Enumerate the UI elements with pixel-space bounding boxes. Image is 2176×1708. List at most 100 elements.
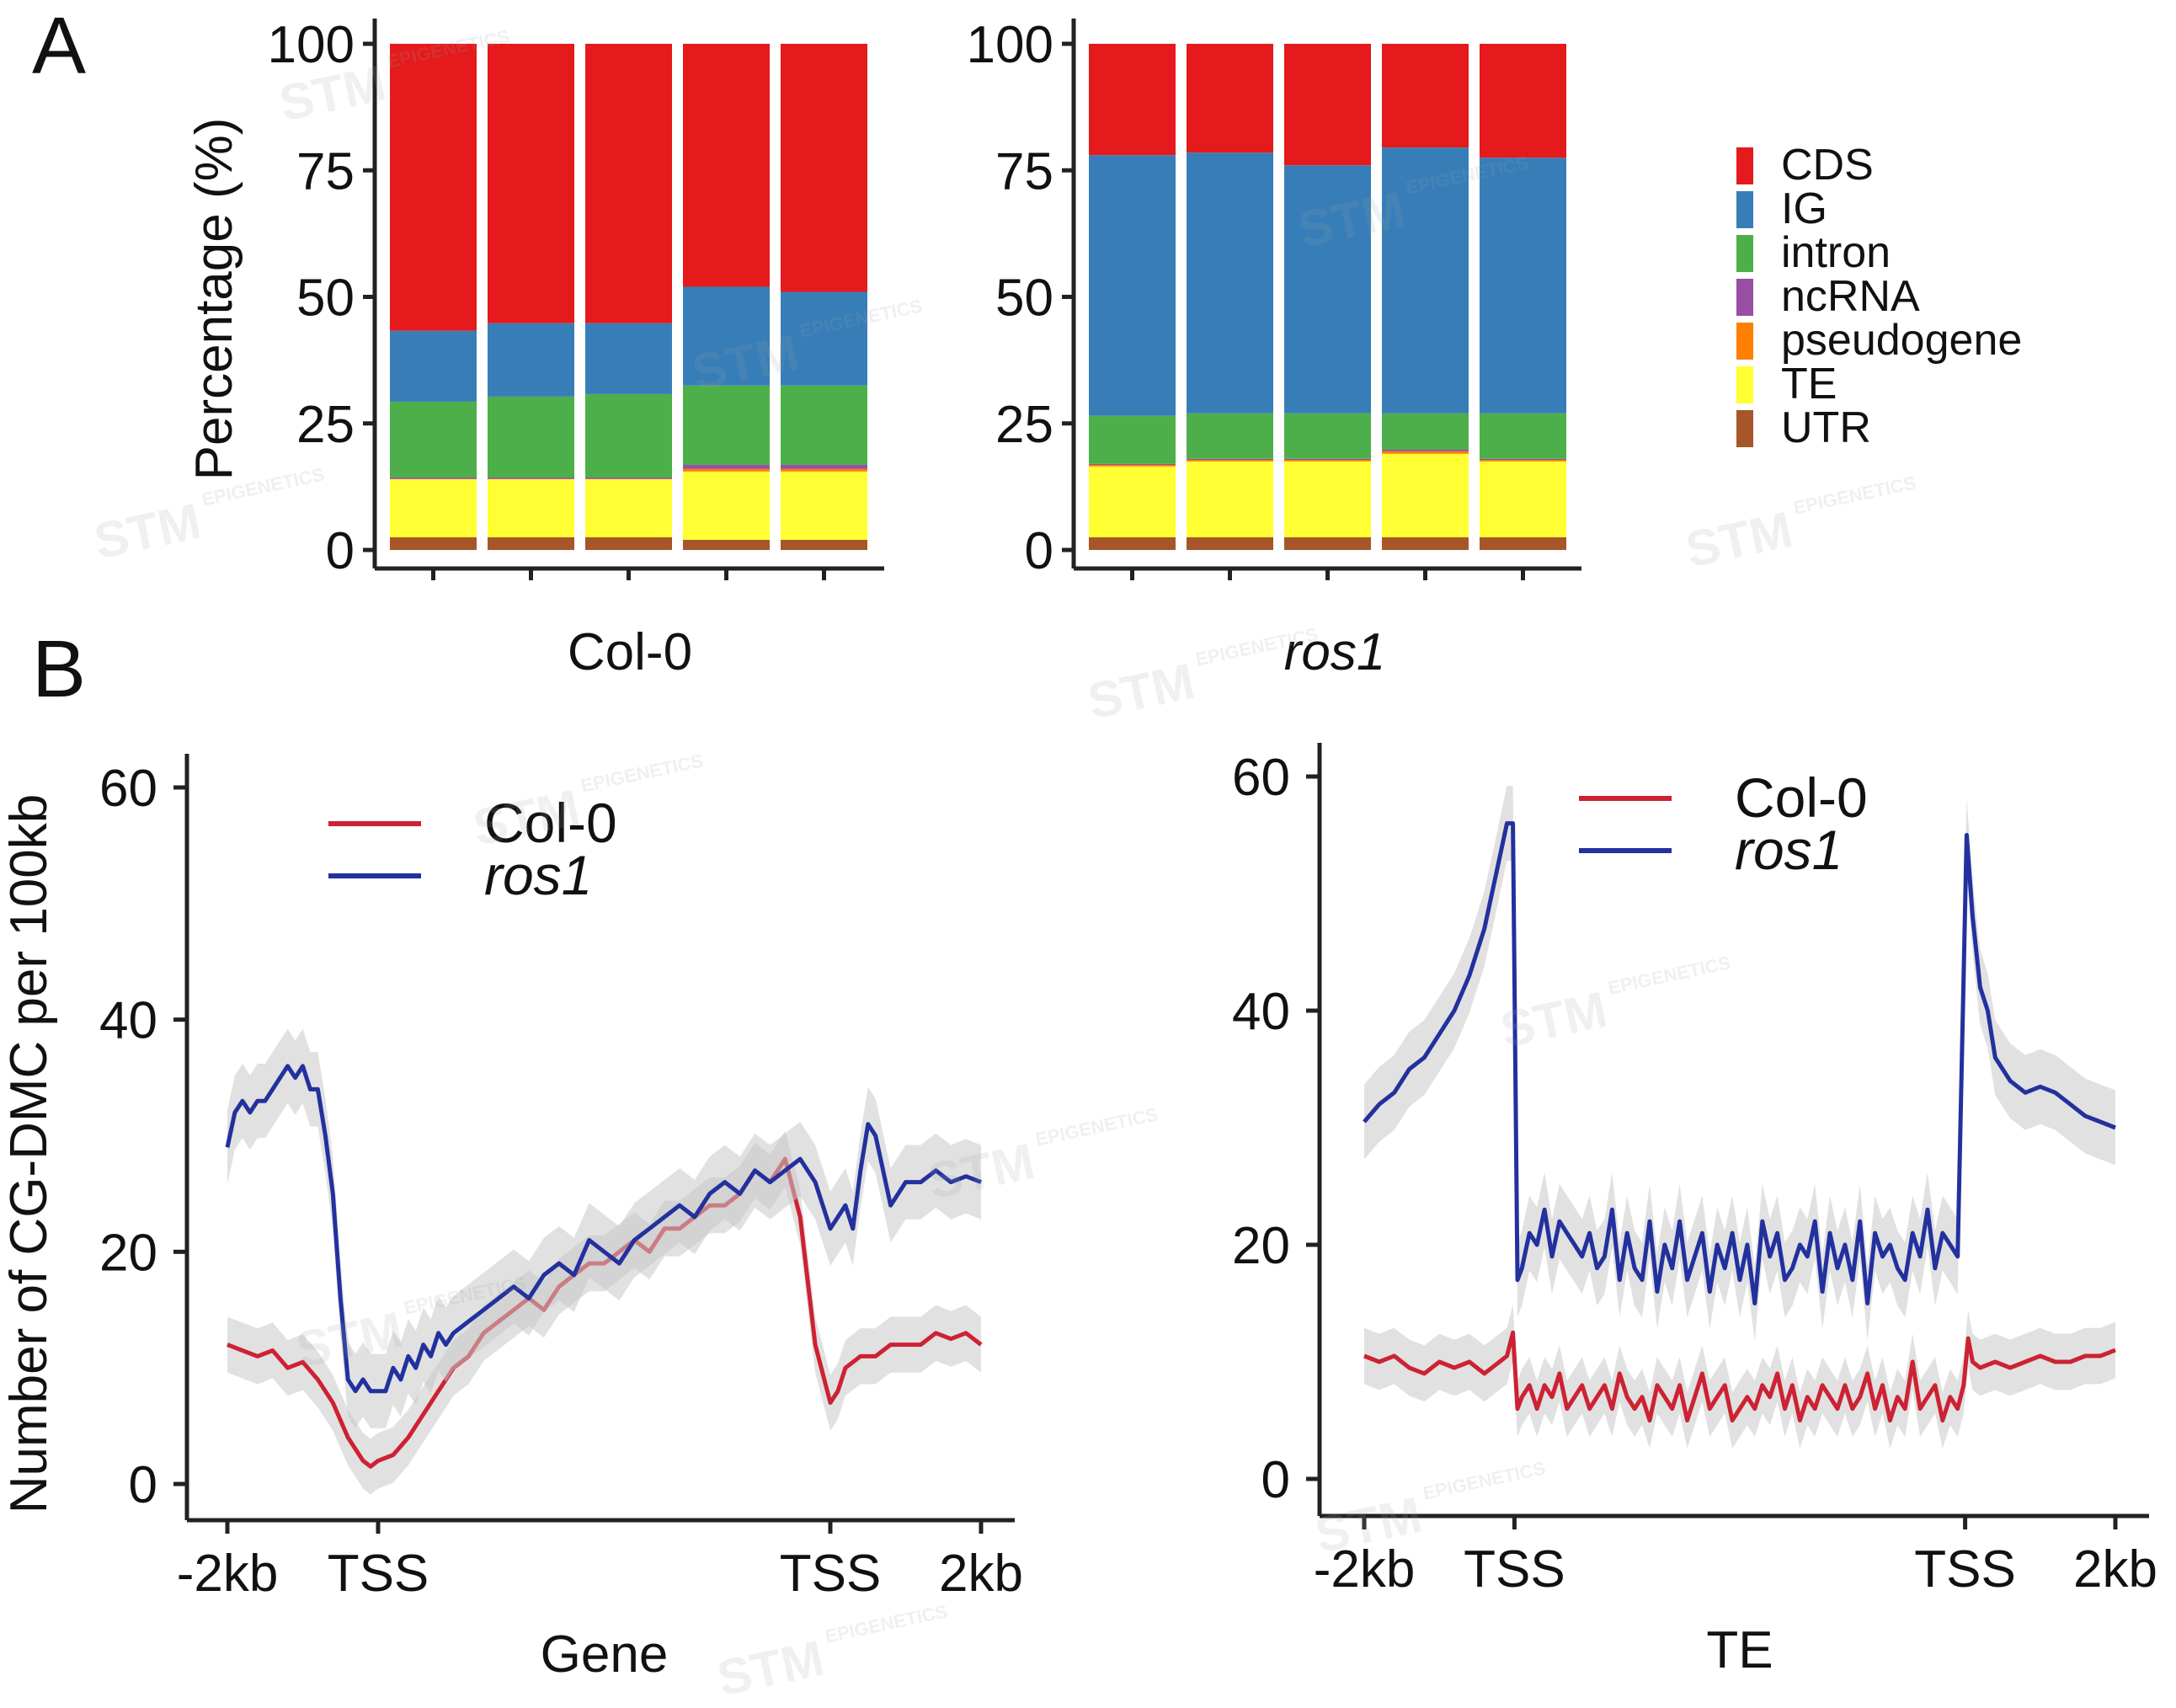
series-line-ros1 [1363,821,2116,1305]
bar-segment-TE [683,471,770,540]
bar-segment-IG [683,286,770,386]
bar-segment-intron [781,385,867,466]
bar-segment-IG [1382,147,1469,414]
legend-swatch-TE [1736,366,1753,403]
bar-segment-intron [1089,415,1176,464]
bar-segment-intron [1187,413,1273,459]
bar-segment-ncRNA [1089,463,1176,466]
series-line-ros1 [225,1064,982,1394]
legend-label-ros1: ros1 [484,844,592,906]
x-axis-label: TE [1706,1621,1773,1679]
bar-segment-TE [488,478,574,537]
y-axis-label: Number of CG-DMC per 100kb [0,794,58,1514]
bar-segment-intron [585,393,672,478]
legend-swatch-ncRNA [1736,279,1753,316]
bar-segment-CDS [1480,44,1566,158]
x-axis-label: ros1 [1284,623,1386,681]
panel-label-b: B [32,624,87,714]
bar-segment-CDS [781,44,867,292]
bar-segment-pseudogene [1089,465,1176,467]
bar-segment-pseudogene [683,468,770,472]
bar-segment-TE [1382,453,1469,537]
legend-label-CDS: CDS [1781,141,1874,189]
y-tick-label: 0 [129,1456,157,1514]
bar-segment-intron [1480,413,1566,459]
x-tick-label: TSS [1914,1540,2016,1599]
y-tick-label: 60 [99,760,157,818]
bar-segment-intron [1382,413,1469,451]
y-tick-label: 60 [1232,749,1290,807]
bar-segment-TE [585,478,672,537]
bar-segment-pseudogene [1480,460,1566,462]
x-tick-label: TSS [328,1545,429,1603]
bar-segment-ncRNA [683,465,770,469]
x-tick-label: 2kb [939,1545,1023,1603]
x-axis-label: Col-0 [568,623,692,681]
y-tick-label: 20 [99,1224,157,1282]
bar-segment-pseudogene [781,468,867,472]
bar-segment-CDS [1089,44,1176,156]
y-tick-label: 25 [296,396,355,454]
legend-swatch-IG [1736,191,1753,228]
bar-segment-ncRNA [488,478,574,479]
bar-segment-ncRNA [585,478,672,479]
x-tick-label: -2kb [1314,1540,1416,1599]
bar-segment-UTR [585,536,672,550]
y-axis-label: Percentage (%) [185,118,243,481]
legend-label-intron: intron [1781,228,1891,277]
ci-band-ros1 [1364,786,2115,1341]
y-tick-label: 25 [995,396,1053,454]
y-tick-label: 75 [296,142,355,200]
x-tick-label: TSS [780,1545,882,1603]
bar-segment-UTR [683,539,770,550]
bar-segment-UTR [488,536,574,550]
bar-segment-UTR [1382,536,1469,550]
bar-segment-CDS [488,44,574,323]
bar-segment-IG [781,291,867,386]
bar-segment-IG [390,330,477,402]
ci-band-ros1 [227,1028,981,1428]
bar-segment-UTR [1089,536,1176,550]
bar-segment-CDS [585,44,672,323]
bar-segment-pseudogene [1382,451,1469,454]
legend-swatch-pseudogene [1736,323,1753,360]
bar-segment-IG [1284,165,1371,414]
chart-b-gene: 0 20 40 60 -2kb TSS TSS 2kb Gene Number of CG-DMC… [0,754,1023,1684]
y-tick-label: 40 [1232,983,1290,1041]
legend-label-ros1: ros1 [1735,819,1843,881]
bar-segment-ncRNA [1284,458,1371,461]
bar-segment-UTR [390,536,477,550]
bar-segment-UTR [1187,536,1273,550]
bar-segment-IG [585,323,672,394]
bar-segment-CDS [1187,44,1273,153]
chart-a-ros1: 0 25 50 75 100 ros1 [967,16,1581,681]
legend-label-TE: TE [1781,360,1837,408]
legend-label-pseudogene: pseudogene [1781,316,2022,365]
y-tick-label: 100 [967,16,1053,74]
bar-segment-intron [683,385,770,466]
legend-swatch-CDS [1736,147,1753,184]
legend-label-Col-0: Col-0 [484,792,617,854]
ci-band-Col-0 [1364,1304,2115,1449]
bar-segment-IG [1089,155,1176,416]
bar-segment-IG [1480,157,1566,414]
x-tick-label: -2kb [177,1545,279,1603]
bar-segment-ncRNA [781,465,867,469]
y-tick-label: 50 [296,270,355,328]
x-tick-label: 2kb [2073,1540,2157,1599]
legend-label-UTR: UTR [1781,403,1871,452]
x-tick-label: TSS [1464,1540,1565,1599]
bar-segment-TE [1284,461,1371,537]
bar-segment-TE [390,478,477,537]
bar-segment-ncRNA [1480,458,1566,461]
y-tick-label: 40 [99,992,157,1050]
bar-segment-IG [1187,152,1273,414]
y-tick-label: 0 [1261,1451,1290,1509]
legend-swatch-UTR [1736,410,1753,447]
bar-segment-CDS [1284,44,1371,166]
bar-segment-UTR [1284,536,1371,550]
legend-label-ncRNA: ncRNA [1781,272,1920,321]
